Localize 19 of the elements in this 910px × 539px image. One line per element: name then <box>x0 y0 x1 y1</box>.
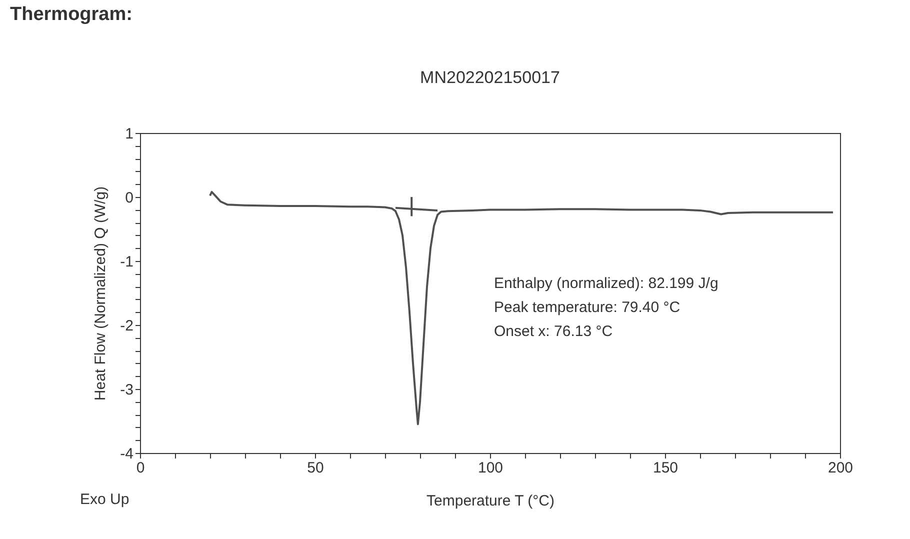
y-tick-label: 0 <box>125 190 134 206</box>
x-axis-title: Temperature T (°C) <box>426 492 554 510</box>
x-tick-label: 100 <box>478 460 504 476</box>
chart-subtitle: MN202202150017 <box>420 68 560 87</box>
y-tick-label: -2 <box>120 318 134 334</box>
y-tick-label: 1 <box>125 126 134 142</box>
x-tick-label: 0 <box>136 460 145 476</box>
y-tick-label: -4 <box>120 446 134 462</box>
x-tick-label: 150 <box>652 460 678 476</box>
chart-title: Thermogram: <box>10 4 132 25</box>
annotation: Enthalpy (normalized): 82.199 J/g <box>494 275 718 292</box>
x-tick-label: 50 <box>307 460 324 476</box>
annotation: Peak temperature: 79.40 °C <box>494 299 680 316</box>
y-tick-label: -1 <box>120 254 134 270</box>
y-tick-label: -3 <box>120 382 134 398</box>
x-tick-label: 200 <box>828 460 854 476</box>
annotation: Onset x: 76.13 °C <box>494 323 613 340</box>
y-axis-title: Heat Flow (Normalized) Q (W/g) <box>92 186 110 401</box>
text: Exo Up <box>80 491 130 508</box>
